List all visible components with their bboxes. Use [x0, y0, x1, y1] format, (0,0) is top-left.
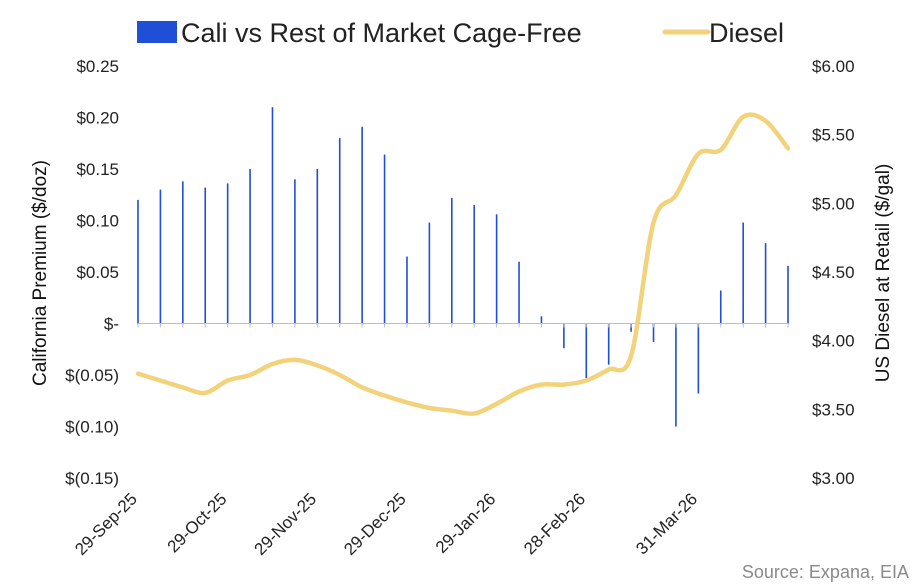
left-axis-ticks: $0.25 $0.20 $0.15 $0.10 $0.05 $- $(0.05) $(0.10… — [65, 57, 119, 488]
x-tick-label: 29-Sep-25 — [71, 489, 141, 559]
x-tick-label: 28-Feb-26 — [520, 489, 589, 558]
bar — [563, 323, 565, 349]
bar — [316, 169, 319, 324]
bar — [764, 243, 767, 324]
x-axis-ticks: 29-Sep-25 29-Oct-25 29-Nov-25 29-Dec-25 29-J… — [71, 489, 701, 559]
right-tick-label: $3.00 — [812, 469, 855, 488]
right-tick-label: $5.00 — [812, 194, 855, 213]
bar — [495, 214, 498, 324]
bar — [226, 183, 229, 324]
bar — [518, 261, 520, 324]
bar — [361, 126, 363, 324]
right-tick-label: $3.50 — [812, 400, 855, 419]
bar — [294, 179, 296, 324]
right-axis-ticks: $6.00 $5.50 $5.00 $4.50 $4.00 $3.50 $3.00 — [812, 57, 855, 488]
zero-axis — [137, 323, 789, 328]
left-tick-label: $0.25 — [76, 57, 119, 76]
legend-bar-label: Cali vs Rest of Market Cage-Free — [181, 18, 582, 48]
bar — [675, 323, 677, 427]
bar — [182, 181, 184, 324]
left-tick-label: $- — [104, 315, 119, 334]
left-tick-label: $0.20 — [76, 109, 119, 128]
right-tick-label: $6.00 — [812, 57, 855, 76]
right-tick-label: $4.50 — [812, 263, 855, 282]
x-tick-label: 29-Dec-25 — [340, 489, 410, 559]
bar — [630, 323, 632, 332]
left-tick-label: $(0.10) — [65, 418, 119, 437]
bar — [159, 189, 162, 324]
source-note: Source: Expana, EIA — [742, 562, 909, 582]
bar — [428, 222, 431, 324]
left-axis-title: California Premium ($/doz) — [30, 160, 51, 386]
right-tick-label: $5.50 — [812, 126, 855, 145]
x-tick-label: 31-Mar-26 — [632, 489, 701, 558]
legend-bar-swatch — [137, 21, 177, 43]
bar — [450, 197, 453, 324]
bar-series — [137, 107, 789, 427]
bar — [473, 205, 476, 324]
right-axis-title: US Diesel at Retail ($/gal) — [873, 164, 894, 383]
legend-line-label: Diesel — [709, 18, 784, 48]
x-tick-label: 29-Nov-25 — [251, 489, 321, 559]
left-tick-label: $0.10 — [76, 212, 119, 231]
bar — [271, 107, 274, 324]
bar — [338, 138, 341, 324]
bar — [652, 323, 655, 343]
right-tick-label: $4.00 — [812, 332, 855, 351]
bar — [383, 154, 386, 324]
left-tick-label: $0.05 — [76, 263, 119, 282]
bar — [697, 323, 700, 394]
bar — [787, 265, 789, 324]
diesel-line-series — [135, 112, 791, 416]
bar — [607, 323, 610, 365]
bar — [585, 323, 588, 379]
bar — [540, 316, 543, 324]
bar — [249, 169, 251, 324]
left-tick-label: $(0.05) — [65, 366, 119, 385]
bar — [406, 256, 408, 324]
legend: Cali vs Rest of Market Cage-Free Diesel — [137, 18, 784, 48]
x-tick-label: 29-Oct-25 — [164, 489, 231, 556]
left-tick-label: $(0.15) — [65, 469, 119, 488]
x-tick-label: 29-Jan-26 — [432, 489, 500, 557]
bar — [742, 222, 744, 324]
diesel-line — [135, 112, 791, 416]
left-tick-label: $0.15 — [76, 160, 119, 179]
bar — [204, 187, 207, 324]
bar — [719, 290, 722, 324]
bar — [137, 199, 139, 324]
